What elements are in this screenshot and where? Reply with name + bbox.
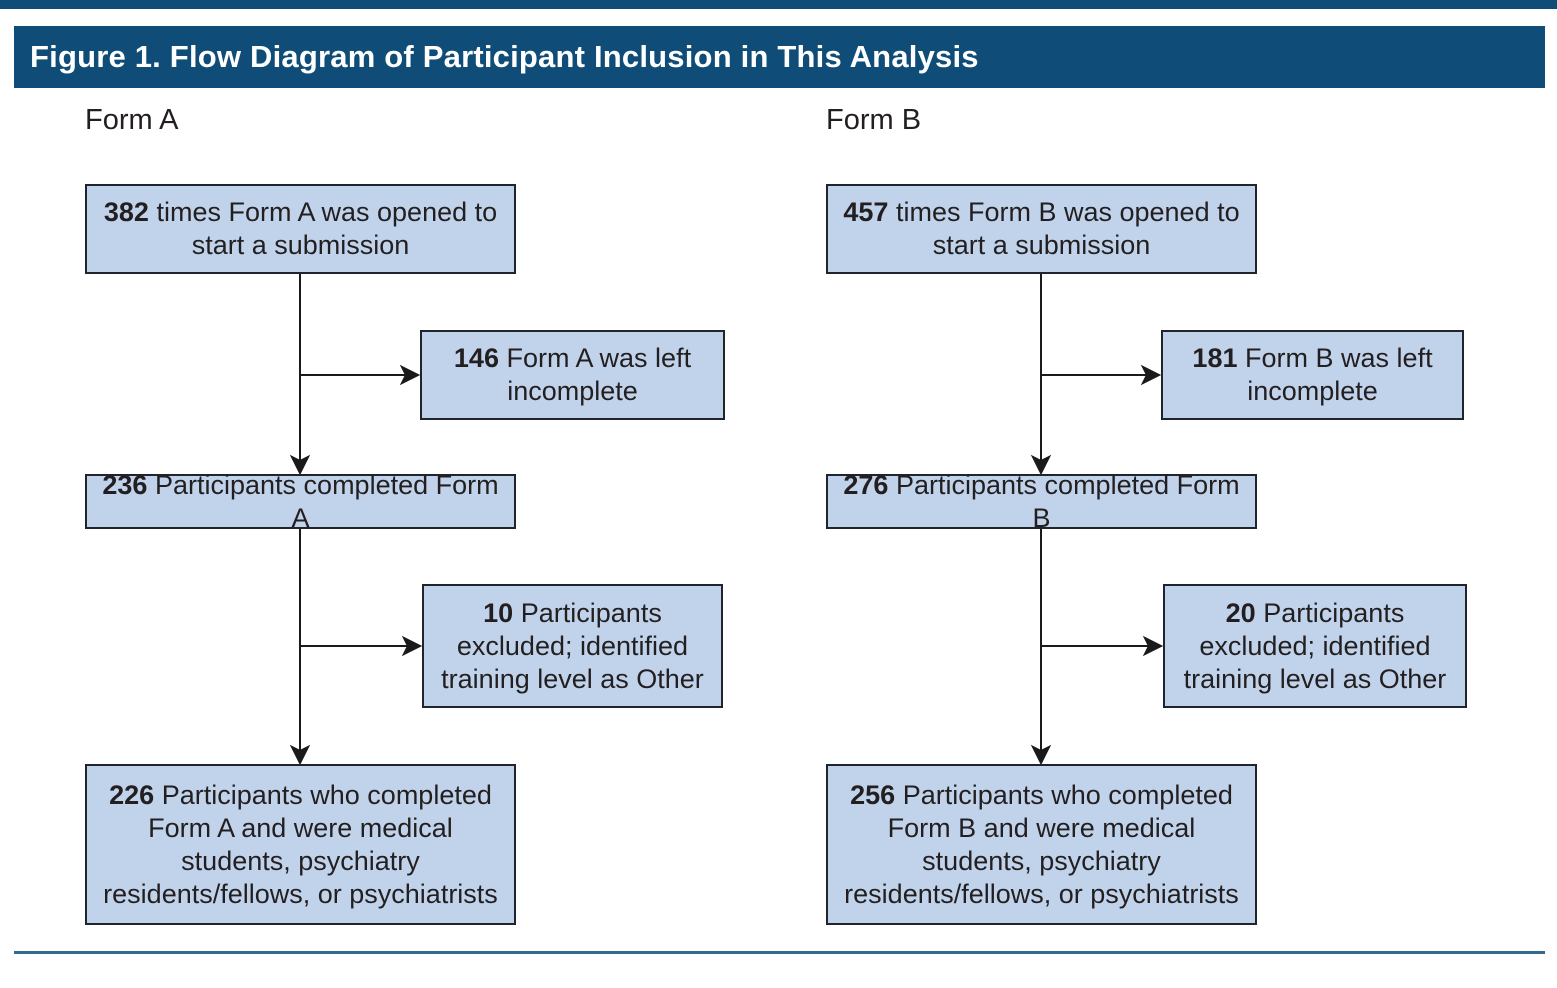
- box-form-a-incomplete-text: 146 Form A was left incomplete: [453, 343, 692, 406]
- box-form-b-opened-text: 457 times Form B was opened to start a su…: [843, 197, 1240, 260]
- box-form-b-excluded-text: 20 Participants excluded; identified trai…: [1183, 597, 1447, 694]
- count-form-a-included: 226: [109, 779, 155, 810]
- box-form-a-excluded: 10 Participants excluded; identified trai…: [422, 584, 723, 708]
- top-rule: [0, 0, 1557, 9]
- column-label-form-b: Form B: [826, 104, 922, 136]
- box-form-b-opened: 457 times Form B was opened to start a su…: [826, 184, 1257, 274]
- arrowhead-down-a2: [289, 744, 311, 766]
- box-form-b-excluded: 20 Participants excluded; identified trai…: [1163, 584, 1467, 708]
- count-form-b-opened: 457: [843, 197, 889, 227]
- box-form-a-included: 226 Participants who completed Form A and…: [85, 764, 516, 925]
- box-form-a-completed-text: 236 Participants completed Form A: [102, 469, 499, 533]
- arrowhead-right-b1: [1140, 364, 1162, 386]
- count-form-a-excluded: 10: [483, 597, 514, 628]
- box-form-a-incomplete: 146 Form A was left incomplete: [420, 330, 725, 420]
- box-form-b-included: 256 Participants who completed Form B and…: [826, 764, 1257, 925]
- box-form-b-included-text: 256 Participants who completed Form B and…: [844, 779, 1239, 909]
- box-form-a-completed: 236 Participants completed Form A: [85, 470, 516, 533]
- arrowhead-right-a1: [399, 364, 421, 386]
- figure-title-bar: Figure 1. Flow Diagram of Participant In…: [14, 26, 1545, 88]
- count-form-a-completed: 236: [102, 469, 148, 500]
- box-form-a-opened: 382 times Form A was opened to start a su…: [85, 184, 516, 274]
- count-form-b-completed: 276: [843, 469, 889, 500]
- box-form-a-excluded-text: 10 Participants excluded; identified trai…: [441, 597, 704, 694]
- arrowhead-down-b2: [1030, 744, 1052, 766]
- count-form-b-excluded: 20: [1225, 597, 1256, 628]
- box-form-a-opened-text: 382 times Form A was opened to start a su…: [103, 197, 498, 260]
- arrowhead-right-b2: [1142, 635, 1164, 657]
- count-form-b-incomplete: 181: [1192, 343, 1238, 373]
- figure-title: Figure 1. Flow Diagram of Participant In…: [30, 39, 979, 74]
- box-form-b-incomplete-text: 181 Form B was left incomplete: [1192, 343, 1433, 406]
- box-form-b-completed-text: 276 Participants completed Form B: [843, 469, 1240, 533]
- arrowhead-right-a2: [401, 635, 423, 657]
- box-form-a-included-text: 226 Participants who completed Form A and…: [103, 779, 498, 909]
- count-form-a-incomplete: 146: [453, 343, 499, 373]
- box-form-b-completed: 276 Participants completed Form B: [826, 470, 1257, 533]
- column-label-form-a: Form A: [85, 104, 179, 136]
- box-form-b-incomplete: 181 Form B was left incomplete: [1161, 330, 1464, 420]
- count-form-b-included: 256: [850, 779, 896, 810]
- count-form-a-opened: 382: [103, 197, 149, 227]
- bottom-rule: [14, 951, 1545, 954]
